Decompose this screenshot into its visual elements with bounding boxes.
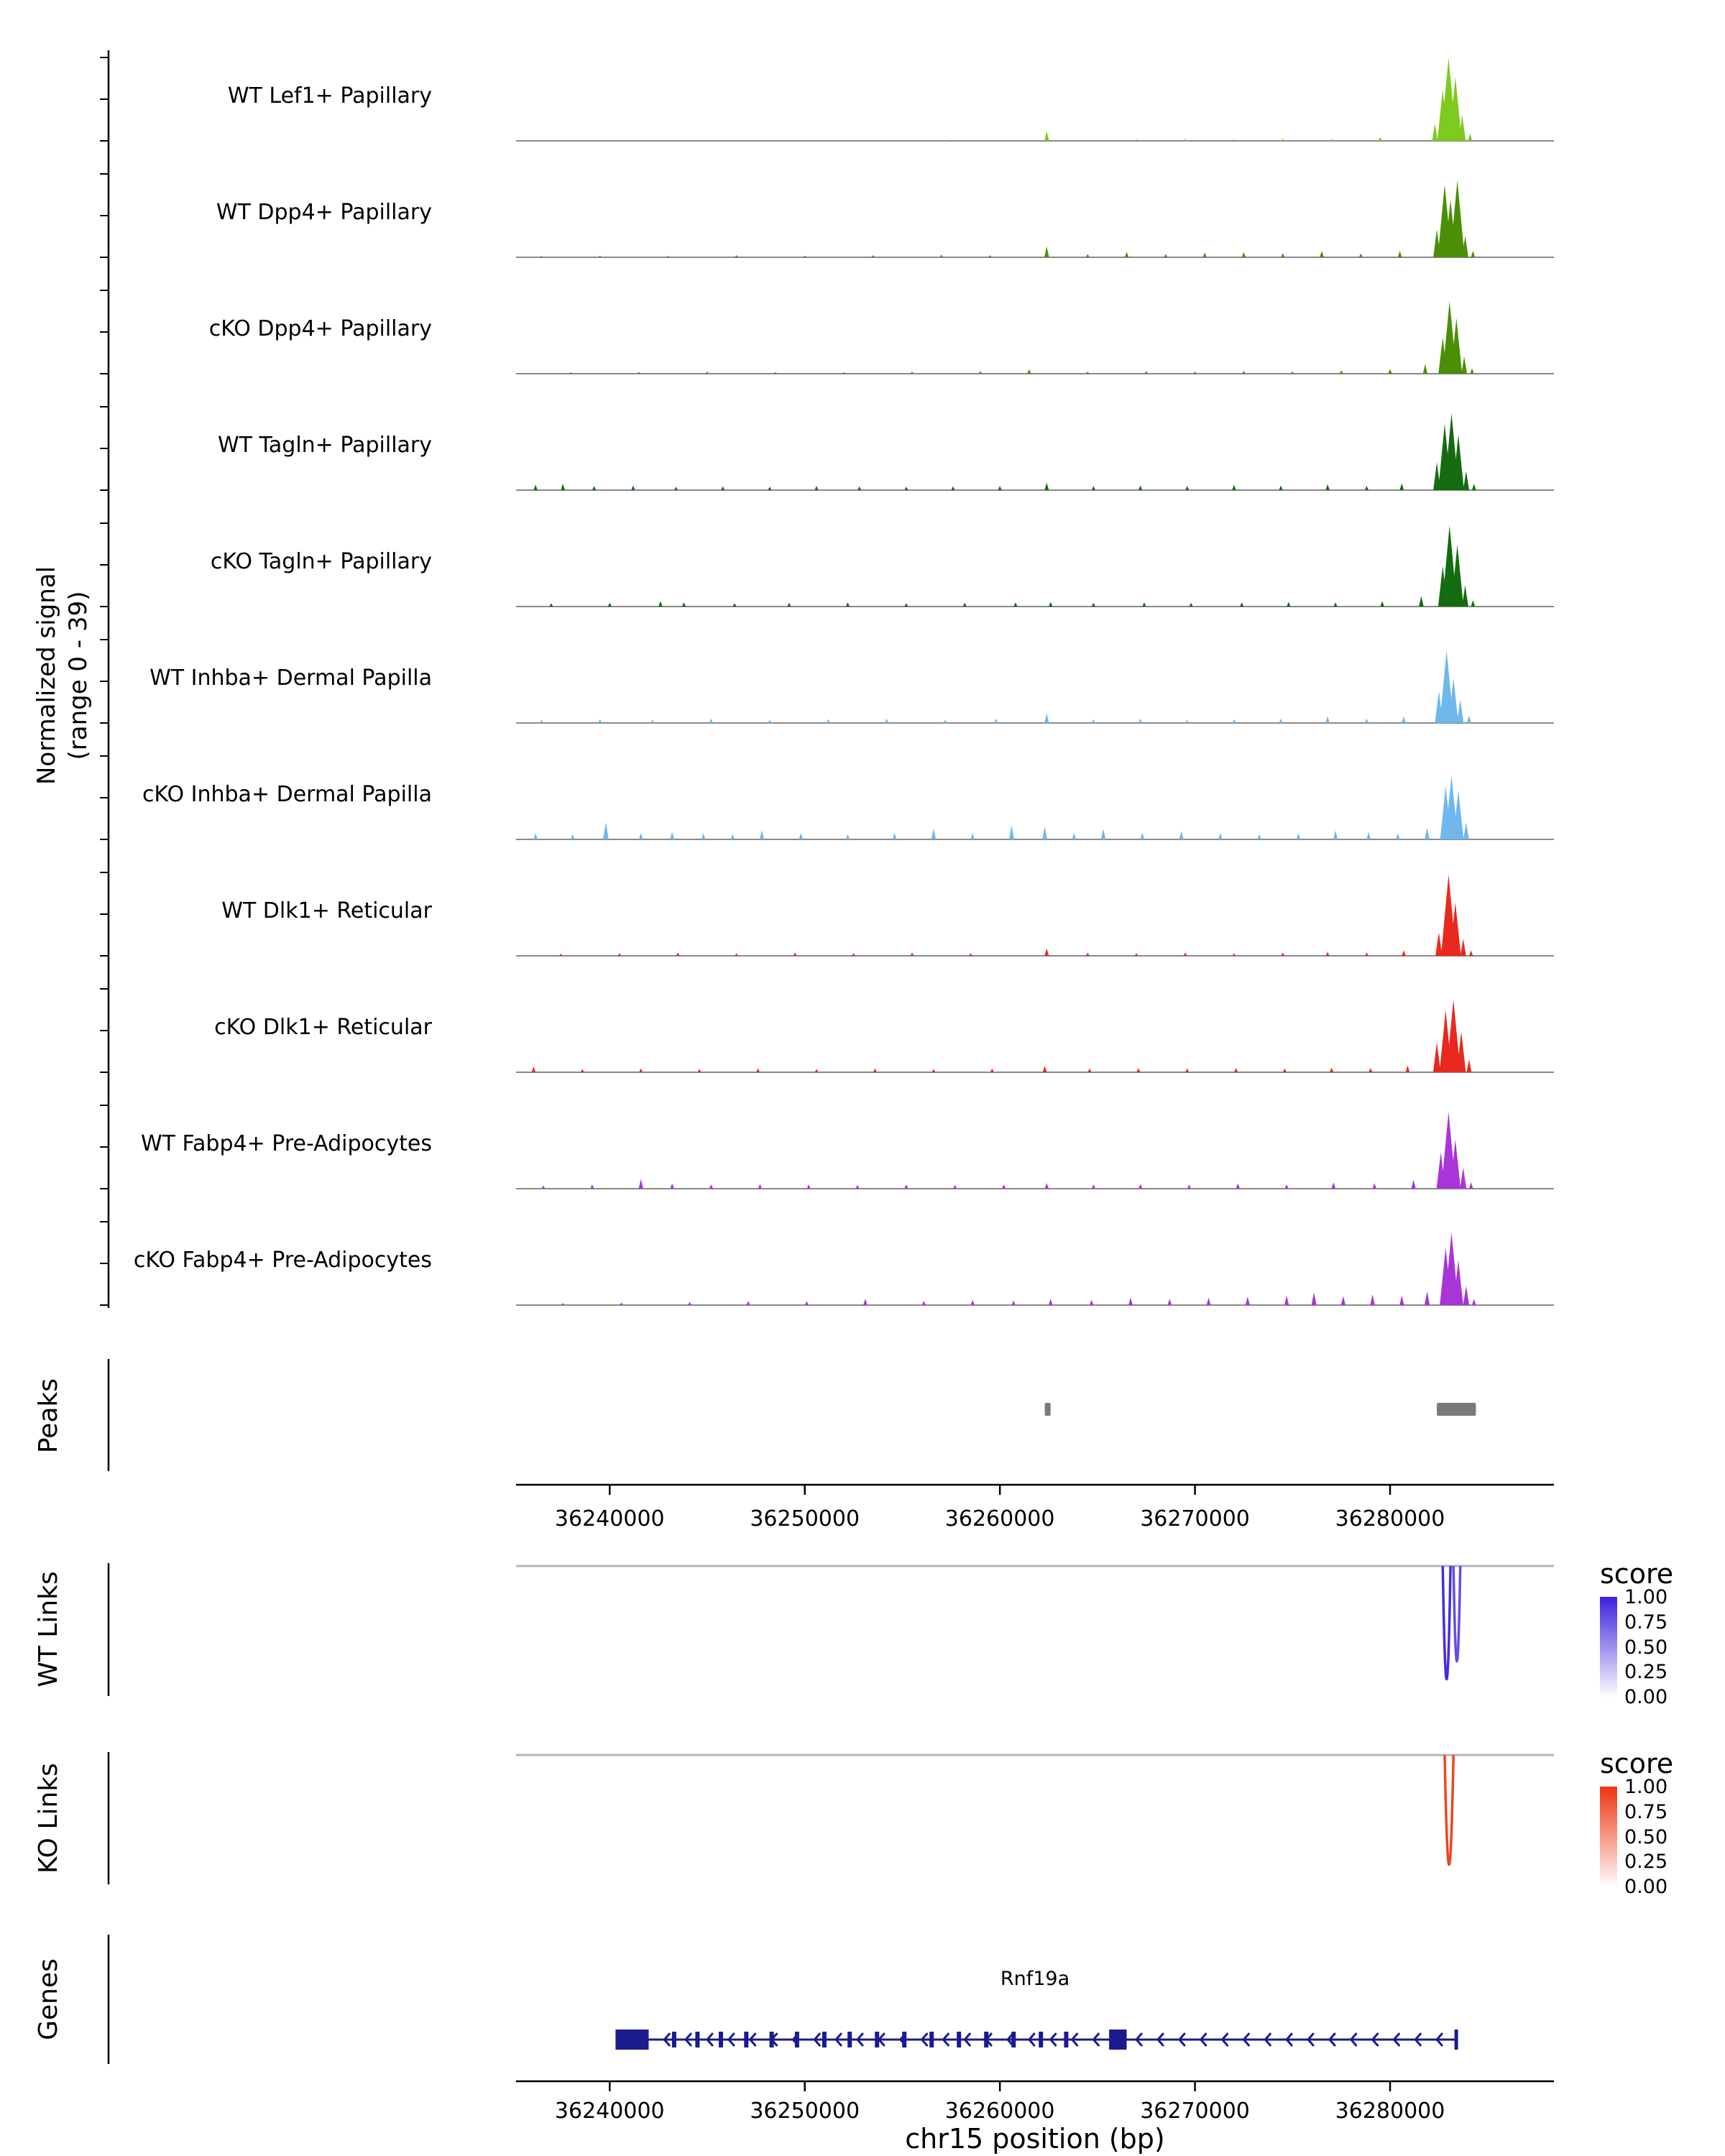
legend-tick-label: 0.75 — [1624, 1611, 1668, 1634]
x-axis-tick-label: 36250000 — [750, 2099, 860, 2124]
track-label: cKO Fabp4+ Pre-Adipocytes — [133, 1248, 432, 1273]
x-axis-tick-label: 36250000 — [750, 1506, 860, 1531]
score-legend-ticks: 1.00 0.75 0.50 0.25 0.00 — [1624, 1777, 1668, 1897]
gene-name-label: Rnf19a — [1000, 1968, 1070, 1990]
x-axis-tick-label: 36270000 — [1140, 1506, 1250, 1531]
legend-tick-label: 0.75 — [1624, 1800, 1668, 1823]
x-axis-tick-label: 36260000 — [944, 2099, 1055, 2124]
track-label: WT Inhba+ Dermal Papilla — [150, 665, 432, 691]
x-axis-tick-label: 36280000 — [1335, 2099, 1445, 2124]
wt-links-section-label: WT Links — [34, 1571, 63, 1687]
wt-links-score-legend: score 1.00 0.75 0.50 0.25 0.00 — [1600, 1558, 1673, 1707]
peaks-section-label: Peaks — [34, 1378, 63, 1454]
ko-links-score-legend: score 1.00 0.75 0.50 0.25 0.00 — [1600, 1748, 1673, 1897]
legend-tick-label: 1.00 — [1624, 1776, 1668, 1798]
legend-tick-label: 0.25 — [1624, 1661, 1668, 1684]
track-label: WT Tagln+ Papillary — [218, 433, 432, 458]
score-legend-ticks: 1.00 0.75 0.50 0.25 0.00 — [1624, 1588, 1668, 1707]
legend-tick-label: 0.00 — [1624, 1686, 1668, 1708]
track-label: cKO Dpp4+ Papillary — [208, 316, 432, 341]
x-axis-tick-label: 36270000 — [1140, 2099, 1250, 2124]
legend-tick-label: 0.50 — [1624, 1636, 1668, 1659]
track-label: cKO Dlk1+ Reticular — [214, 1015, 432, 1040]
ko-links-legend-bar — [1600, 1787, 1617, 1887]
track-label: WT Dlk1+ Reticular — [221, 898, 432, 923]
legend-tick-label: 0.50 — [1624, 1825, 1668, 1848]
track-label: WT Dpp4+ Papillary — [216, 200, 432, 225]
x-axis-tick-label: 36280000 — [1335, 1506, 1445, 1531]
legend-tick-label: 1.00 — [1624, 1586, 1668, 1608]
genes-section-label: Genes — [34, 1958, 63, 2040]
track-label: WT Lef1+ Papillary — [227, 83, 432, 109]
track-label: cKO Tagln+ Papillary — [210, 549, 432, 574]
wt-links-legend-bar — [1600, 1597, 1617, 1697]
x-axis-label: chr15 position (bp) — [905, 2123, 1165, 2155]
x-axis-tick-label: 36260000 — [944, 1506, 1055, 1531]
track-label: cKO Inhba+ Dermal Papilla — [142, 782, 432, 807]
score-legend-title: score — [1600, 1748, 1674, 1779]
legend-tick-label: 0.25 — [1624, 1851, 1668, 1874]
x-axis-tick-label: 36240000 — [554, 2099, 665, 2124]
x-axis-tick-label: 36240000 — [554, 1506, 665, 1531]
track-label: WT Fabp4+ Pre-Adipocytes — [141, 1131, 432, 1156]
legend-tick-label: 0.00 — [1624, 1876, 1668, 1898]
score-legend-title: score — [1600, 1558, 1674, 1590]
